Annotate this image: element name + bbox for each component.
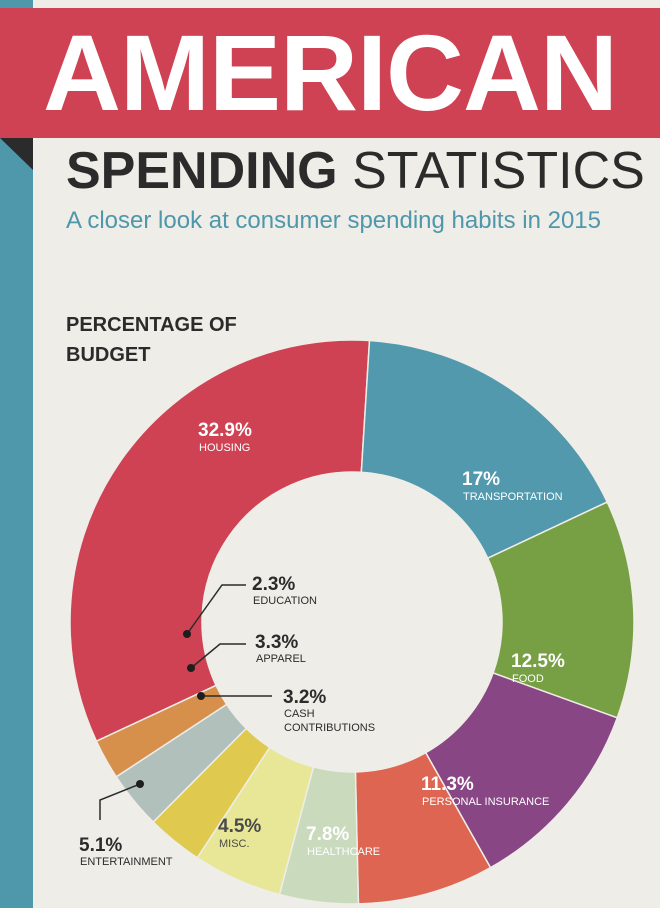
banner-fold xyxy=(0,138,33,170)
value-label-food: 12.5% xyxy=(511,651,565,672)
category-label-transportation: TRANSPORTATION xyxy=(463,491,563,503)
subtitle-bold: SPENDING xyxy=(66,142,338,200)
category-label-education: EDUCATION xyxy=(253,595,317,607)
leader-dot-education xyxy=(183,630,191,638)
title-banner xyxy=(0,8,660,138)
value-label-cash-contributions: 3.2% xyxy=(283,687,326,708)
category-label-healthcare: HEALTHCARE xyxy=(307,846,380,858)
category-label-cash-contributions-2: CONTRIBUTIONS xyxy=(284,722,375,734)
main-title: AMERICAN xyxy=(43,12,618,133)
subtitle-light: STATISTICS xyxy=(352,142,645,200)
value-label-education: 2.3% xyxy=(252,574,295,595)
value-label-entertainment: 5.1% xyxy=(79,835,122,856)
slice-education xyxy=(95,684,228,778)
category-label-apparel: APPAREL xyxy=(256,653,306,665)
category-label-housing: HOUSING xyxy=(199,442,250,454)
top-strip xyxy=(33,0,660,8)
value-label-transportation: 17% xyxy=(462,469,500,490)
value-label-apparel: 3.3% xyxy=(255,632,298,653)
leader-line-apparel xyxy=(190,643,246,669)
leader-dot-cash-contributions xyxy=(197,692,205,700)
leader-dot-entertainment xyxy=(136,780,144,788)
subtitle: SPENDING STATISTICS xyxy=(66,140,645,202)
leader-dot-apparel xyxy=(187,664,195,672)
value-label-housing: 32.9% xyxy=(198,420,252,441)
value-label-personal-insurance: 11.3% xyxy=(421,774,474,795)
slice-housing xyxy=(69,339,371,743)
leader-line-entertainment xyxy=(99,783,141,820)
value-label-misc: 4.5% xyxy=(218,816,261,837)
chart-title: PERCENTAGE OF BUDGET xyxy=(66,314,237,366)
category-label-entertainment: ENTERTAINMENT xyxy=(80,856,173,868)
category-label-misc: MISC. xyxy=(219,838,250,850)
slice-transportation xyxy=(360,339,609,560)
tagline: A closer look at consumer spending habit… xyxy=(66,207,601,234)
category-label-cash-contributions-1: CASH xyxy=(284,708,315,720)
category-label-personal-insurance: PERSONAL INSURANCE xyxy=(422,796,549,808)
leader-line-education xyxy=(186,584,246,635)
value-label-healthcare: 7.8% xyxy=(306,824,349,845)
category-label-food: FOOD xyxy=(512,673,544,685)
